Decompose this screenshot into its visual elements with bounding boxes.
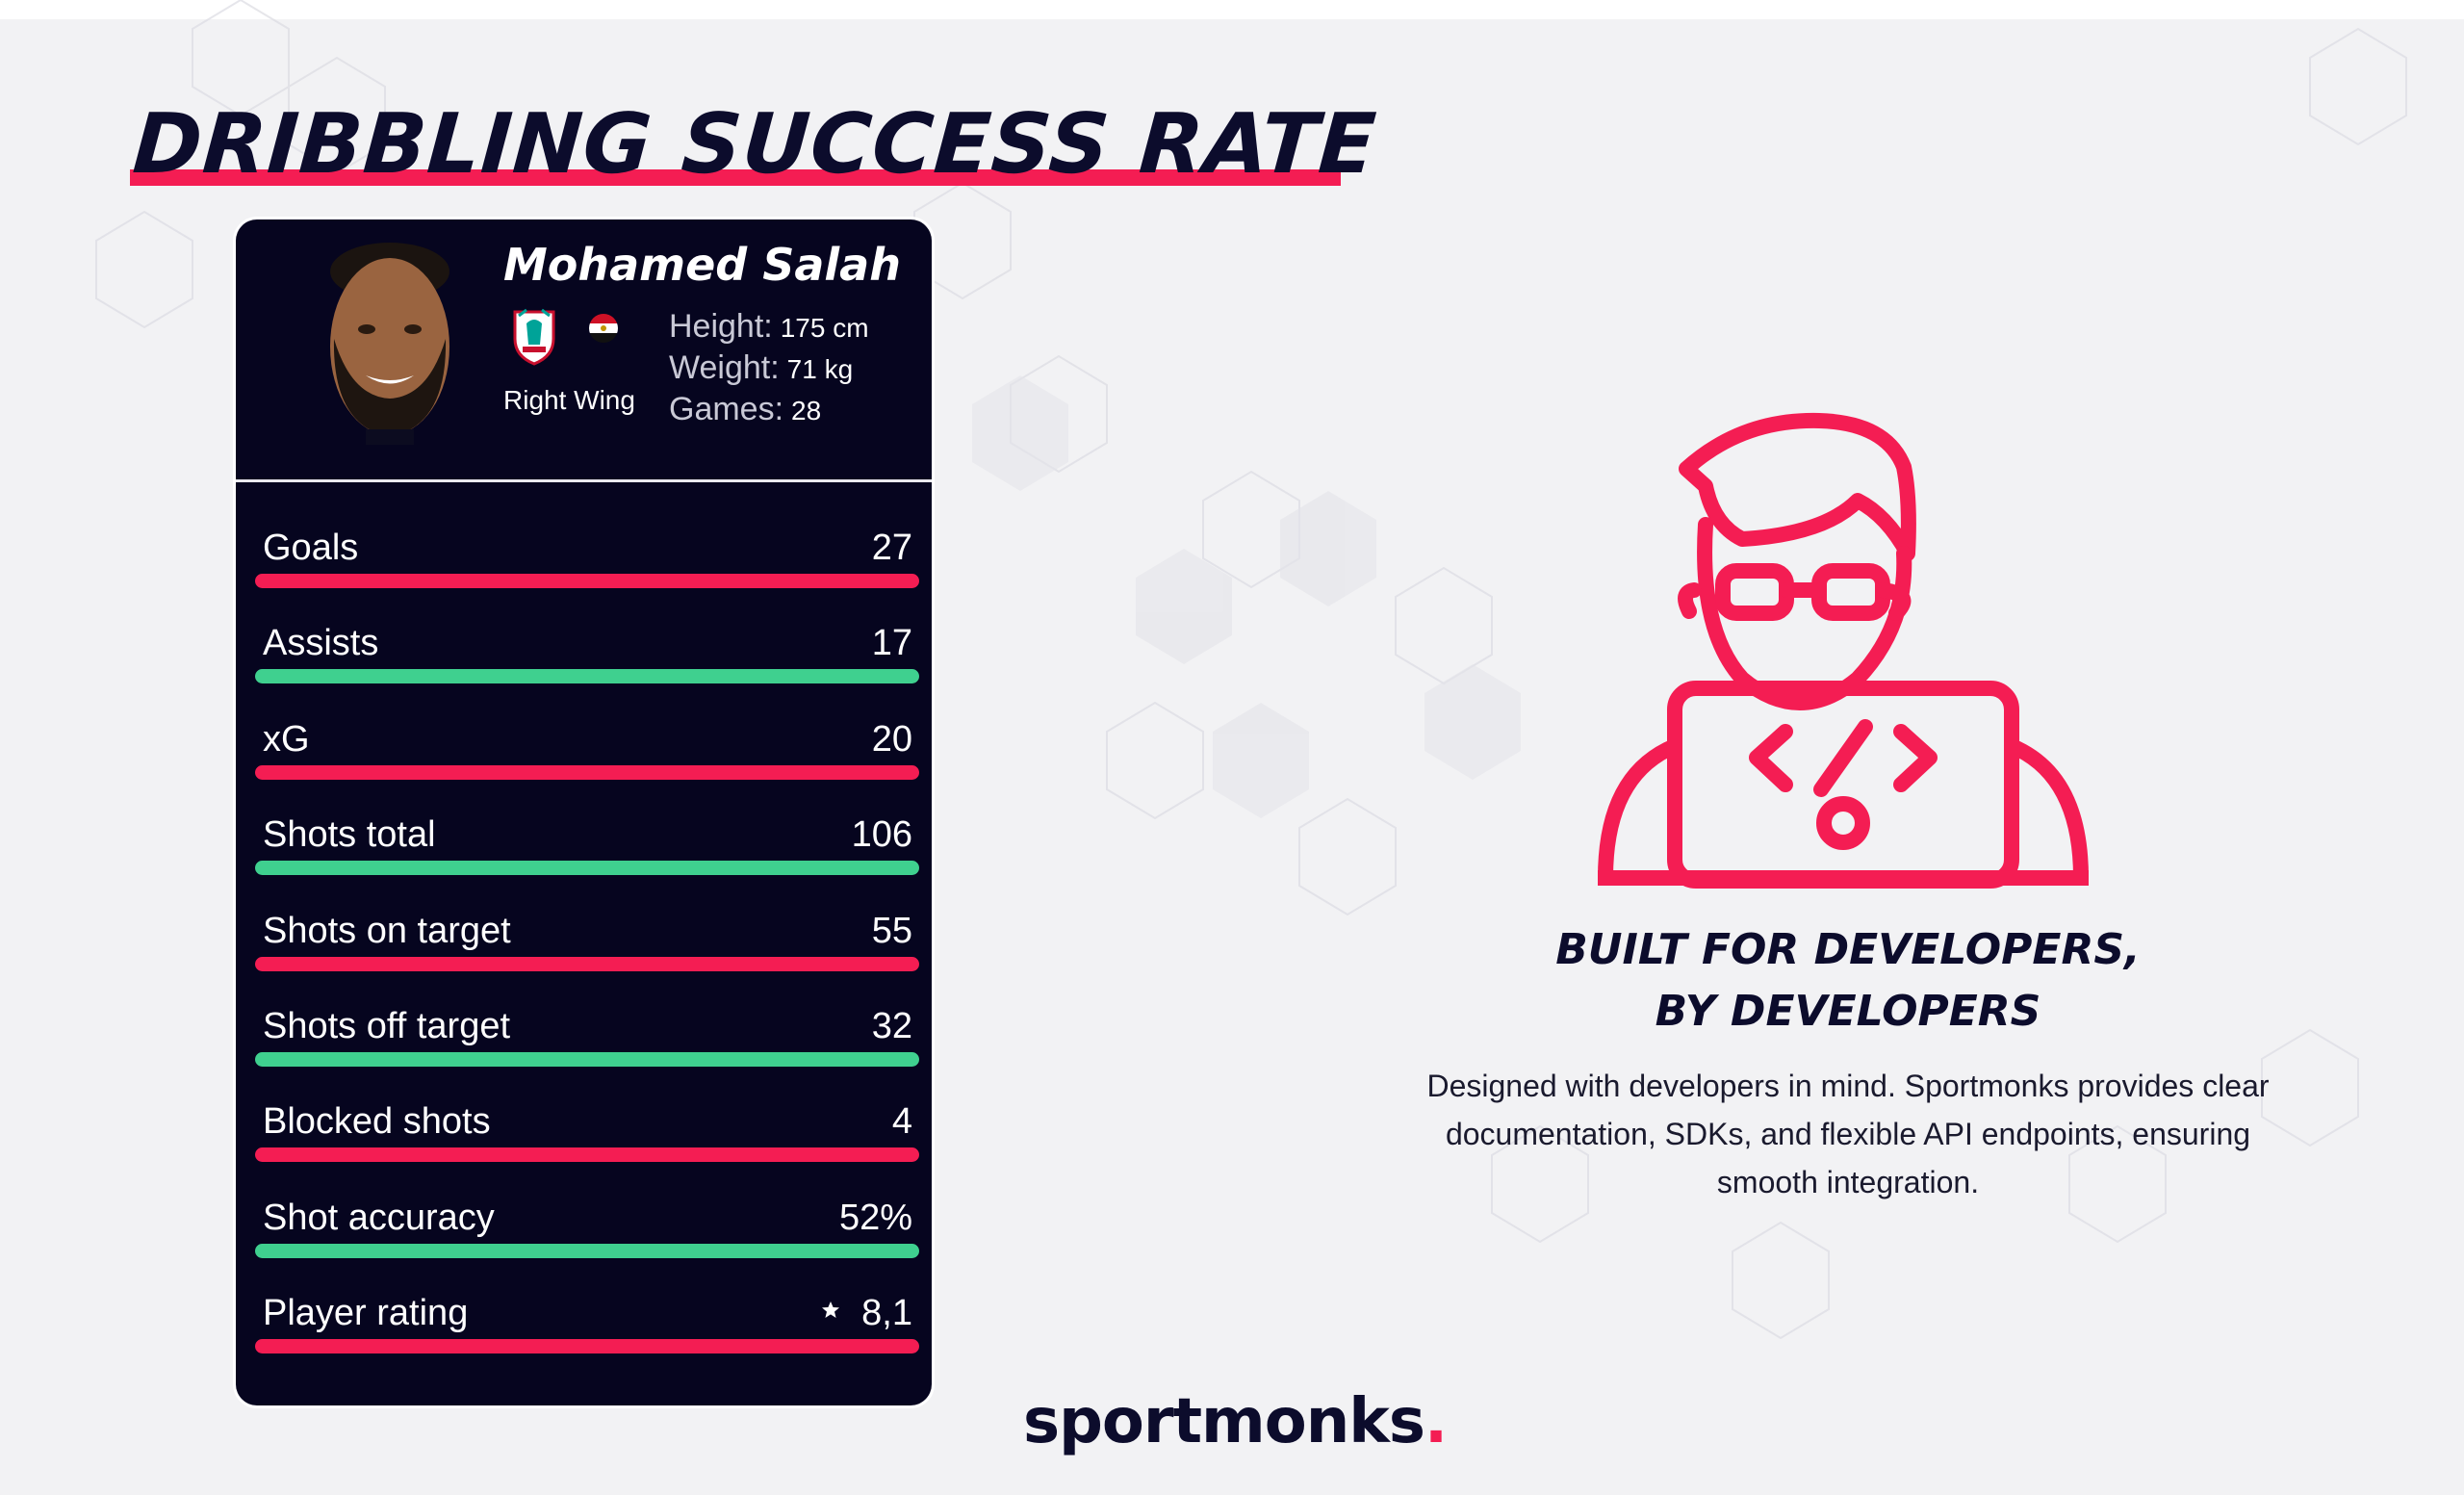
feature-heading: BUILT FOR DEVELOPERS, BY DEVELOPERS — [1444, 919, 2252, 1043]
meta-height: Height: 175 cm — [669, 308, 919, 349]
player-stats-card: Mohamed Salah Right Wing Height: 175 cm W… — [236, 219, 932, 1405]
player-meta: Height: 175 cm Weight: 71 kg Games: 28 — [669, 308, 919, 432]
stat-bar — [255, 574, 919, 588]
feature-heading-line1: BUILT FOR DEVELOPERS, — [1555, 925, 2141, 974]
stat-row-shots-on-target: Shots on target 55 — [236, 882, 932, 977]
stats-list: Goals 27 Assists 17 xG 20 Shots total 10… — [236, 499, 932, 1360]
developer-icon — [1598, 412, 2089, 889]
stat-label: Player rating — [263, 1293, 469, 1334]
stat-row-goals: Goals 27 — [236, 499, 932, 594]
title-underline — [130, 169, 1341, 186]
stat-value: 106 — [851, 814, 912, 856]
liverpool-crest-icon — [513, 308, 555, 366]
stat-label: Shots on target — [263, 910, 511, 951]
player-avatar — [330, 243, 449, 445]
stat-value: 4 — [891, 1101, 912, 1143]
meta-label: Height: — [669, 308, 773, 345]
stat-bar — [255, 1051, 919, 1067]
stat-bar — [255, 1147, 919, 1163]
stat-bar — [255, 1243, 919, 1258]
stat-row-shot-accuracy: Shot accuracy 52% — [236, 1169, 932, 1264]
meta-value: 28 — [791, 396, 822, 425]
stat-label: Shots total — [263, 814, 436, 856]
stat-label: Shot accuracy — [263, 1197, 495, 1238]
stat-value: 55 — [871, 910, 912, 951]
egypt-flag-icon — [589, 314, 618, 343]
stat-value: 8,1 — [861, 1293, 912, 1334]
stat-label: xG — [263, 718, 310, 760]
stat-value: 27 — [871, 528, 912, 568]
stat-label: Blocked shots — [263, 1101, 491, 1143]
meta-label: Weight: — [669, 349, 780, 386]
stat-bar — [255, 764, 919, 780]
meta-value: 175 cm — [780, 313, 869, 343]
page-title-block: DRIBBLING SUCCESS RATE — [130, 96, 1379, 193]
logo-dot: . — [1424, 1386, 1448, 1457]
stat-value: 32 — [871, 1005, 912, 1046]
stat-row-blocked-shots: Blocked shots 4 — [236, 1072, 932, 1168]
stat-row-assists: Assists 17 — [236, 594, 932, 689]
stat-value: 17 — [871, 623, 912, 664]
meta-weight: Weight: 71 kg — [669, 349, 919, 391]
star-icon — [822, 1302, 839, 1319]
stat-bar — [255, 861, 919, 876]
logo-text: sportmonks — [1023, 1386, 1425, 1457]
stat-label: Goals — [263, 528, 359, 568]
stat-bar — [255, 669, 919, 684]
stat-value: 52% — [838, 1197, 912, 1238]
feature-description: Designed with developers in mind. Sportm… — [1426, 1069, 2270, 1199]
player-header: Mohamed Salah Right Wing Height: 175 cm W… — [236, 219, 932, 482]
player-position: Right Wing — [503, 385, 635, 415]
player-name: Mohamed Salah — [503, 239, 901, 291]
stat-row-player-rating: Player rating 8,1 — [236, 1264, 932, 1359]
stat-row-shots-off-target: Shots off target 32 — [236, 977, 932, 1072]
sportmonks-logo: sportmonks. — [1023, 1386, 1448, 1457]
top-bar — [0, 0, 2464, 19]
stat-value: 20 — [871, 718, 912, 760]
meta-games: Games: 28 — [669, 391, 919, 432]
feature-heading-line2: BY DEVELOPERS — [1655, 987, 2041, 1036]
meta-value: 71 kg — [786, 354, 854, 384]
page-title: DRIBBLING SUCCESS RATE — [130, 96, 1380, 193]
stat-bar — [255, 1339, 919, 1354]
meta-label: Games: — [669, 391, 784, 427]
stat-row-xg: xG 20 — [236, 690, 932, 786]
stat-bar — [255, 956, 919, 971]
stat-row-shots-total: Shots total 106 — [236, 786, 932, 881]
stat-label: Assists — [263, 623, 379, 664]
stat-label: Shots off target — [263, 1005, 511, 1046]
